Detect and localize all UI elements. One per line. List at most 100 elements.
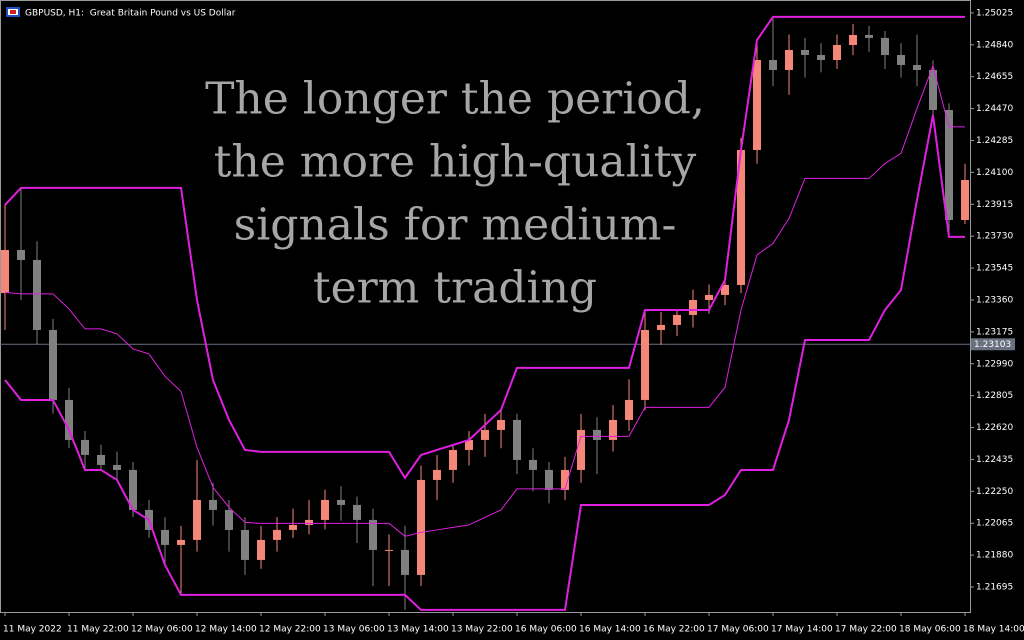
candle-body	[241, 529, 249, 560]
candle-body	[401, 549, 409, 575]
candle-body	[209, 499, 217, 510]
candle-body	[801, 49, 809, 55]
y-tick-label: 1.22065	[976, 519, 1013, 529]
candle-body	[321, 499, 329, 520]
candle-body	[225, 509, 233, 530]
candle-body	[417, 479, 425, 575]
candle-body	[721, 284, 729, 295]
candle-body	[289, 524, 297, 530]
annotation-line: The longer the period,	[205, 74, 705, 125]
candle-body	[593, 429, 601, 440]
candle-body	[737, 149, 745, 285]
y-tick-label: 1.22250	[976, 487, 1013, 497]
candle-body	[705, 294, 713, 300]
annotation-line: term trading	[313, 263, 597, 314]
y-tick-label: 1.24285	[976, 136, 1013, 146]
x-tick-label: 13 May 22:00	[451, 625, 513, 635]
candle-body	[369, 519, 377, 550]
chart-title: GBPUSD, H1: Great Britain Pound vs US Do…	[25, 9, 236, 19]
plot-frame	[0, 0, 971, 613]
candle-body	[833, 44, 841, 60]
candle-body	[769, 59, 777, 70]
candle-body	[49, 329, 57, 400]
candle-body	[609, 419, 617, 440]
y-tick-label: 1.25025	[976, 8, 1013, 18]
candle-body	[929, 69, 937, 110]
candle-body	[689, 299, 697, 315]
y-tick-label: 1.21880	[976, 551, 1013, 561]
x-tick-label: 16 May 22:00	[643, 625, 705, 635]
candle-body	[961, 179, 969, 220]
candle-body	[945, 109, 953, 220]
y-tick-label: 1.24655	[976, 72, 1013, 82]
x-tick-label: 17 May 14:00	[771, 625, 833, 635]
x-tick-label: 11 May 22:00	[67, 625, 129, 635]
x-tick-label: 17 May 22:00	[835, 625, 897, 635]
y-tick-label: 1.24470	[976, 104, 1013, 114]
y-tick-label: 1.22620	[976, 423, 1013, 433]
candle-body	[273, 529, 281, 540]
candle-body	[881, 37, 889, 55]
y-tick-label: 1.23915	[976, 200, 1013, 210]
y-tick-label: 1.23545	[976, 264, 1013, 274]
x-tick-label: 16 May 06:00	[515, 625, 577, 635]
candle-body	[81, 439, 89, 455]
symbol-icon	[6, 7, 20, 17]
y-tick-label: 1.22435	[976, 455, 1013, 465]
candle-body	[449, 449, 457, 470]
candle-body	[497, 419, 505, 430]
y-tick-label: 1.23360	[976, 295, 1013, 305]
candle-body	[193, 499, 201, 540]
candle-body	[865, 34, 873, 38]
candle-body	[177, 539, 185, 545]
y-tick-label: 1.24840	[976, 40, 1013, 50]
candle-body	[353, 504, 361, 520]
candle-body	[97, 454, 105, 465]
annotation-line: the more high-quality	[214, 137, 697, 188]
current-price-box	[971, 338, 1015, 351]
candle-body	[513, 419, 521, 460]
annotation: The longer the period, the more high-qual…	[205, 74, 705, 314]
candle-body	[625, 399, 633, 420]
candle-body	[433, 469, 441, 480]
x-tick-label: 16 May 14:00	[579, 625, 641, 635]
candle-body	[161, 529, 169, 545]
candle-body	[465, 439, 473, 450]
candle-body	[849, 34, 857, 45]
candle-body	[33, 259, 41, 330]
y-tick-label: 1.23175	[976, 327, 1013, 337]
candle-body	[785, 49, 793, 70]
x-tick-label: 18 May 14:00	[963, 625, 1024, 635]
candle-body	[529, 459, 537, 470]
candle-body	[577, 429, 585, 470]
candle-body	[753, 59, 761, 150]
channel-line	[4, 64, 965, 537]
x-tick-label: 12 May 06:00	[131, 625, 193, 635]
candle-body	[561, 469, 569, 490]
x-tick-label: 12 May 14:00	[195, 625, 257, 635]
channel-line	[4, 114, 965, 611]
x-tick-label: 17 May 06:00	[707, 625, 769, 635]
candle-body	[913, 64, 921, 70]
x-tick-label: 13 May 14:00	[387, 625, 449, 635]
candle-body	[257, 539, 265, 560]
candle-body	[305, 519, 313, 525]
candle-body	[545, 469, 553, 490]
candle-body	[1, 249, 9, 294]
candle-body	[337, 499, 345, 505]
x-tick-label: 13 May 06:00	[323, 625, 385, 635]
candle-body	[129, 469, 137, 510]
y-tick-label: 1.21695	[976, 583, 1013, 593]
candle-body	[385, 549, 393, 551]
candle-body	[481, 429, 489, 440]
annotation-line: signals for medium-	[234, 200, 677, 251]
candle-body	[17, 249, 25, 260]
channel-line	[4, 15, 965, 480]
y-tick-label: 1.24100	[976, 168, 1013, 178]
x-tick-label: 18 May 06:00	[899, 625, 961, 635]
x-tick-label: 12 May 22:00	[259, 625, 321, 635]
y-tick-label: 1.22805	[976, 391, 1013, 401]
